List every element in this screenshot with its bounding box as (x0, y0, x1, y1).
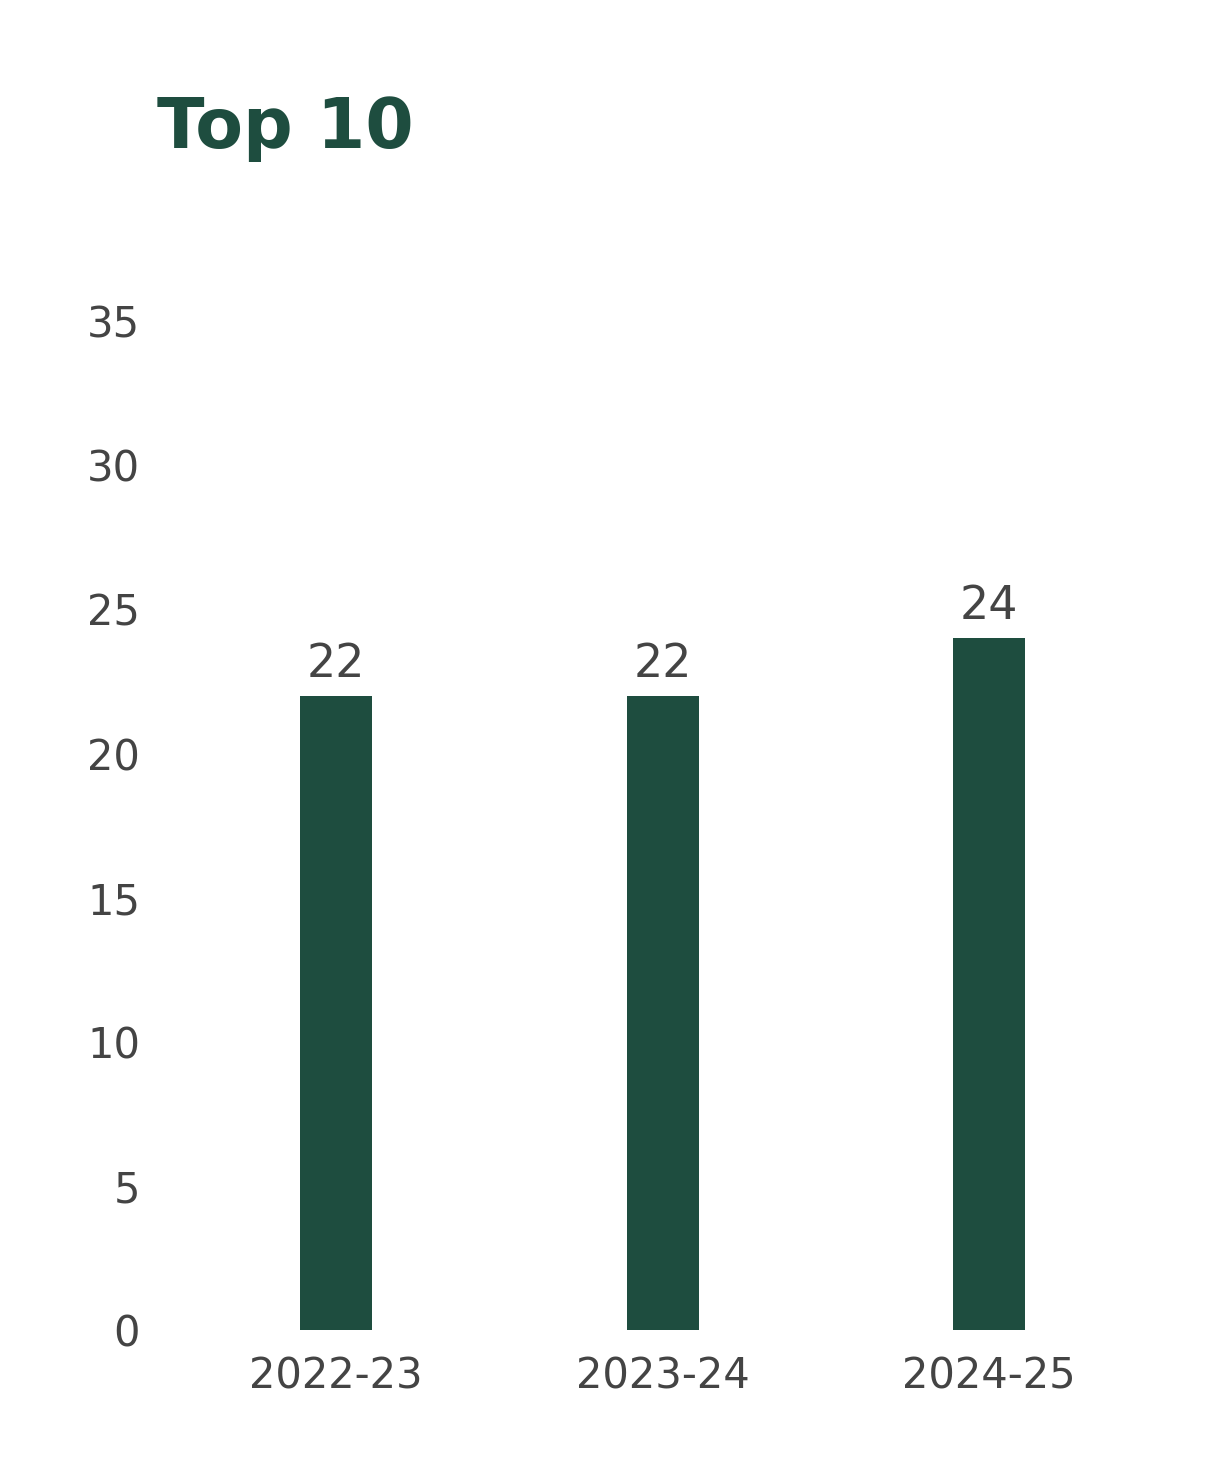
Text: 22: 22 (307, 642, 365, 687)
Text: 24: 24 (960, 585, 1018, 630)
Bar (953, 637, 1025, 1330)
Text: 22: 22 (634, 642, 692, 687)
Text: Top 10: Top 10 (157, 95, 413, 162)
Bar (300, 696, 372, 1330)
Bar (627, 696, 699, 1330)
